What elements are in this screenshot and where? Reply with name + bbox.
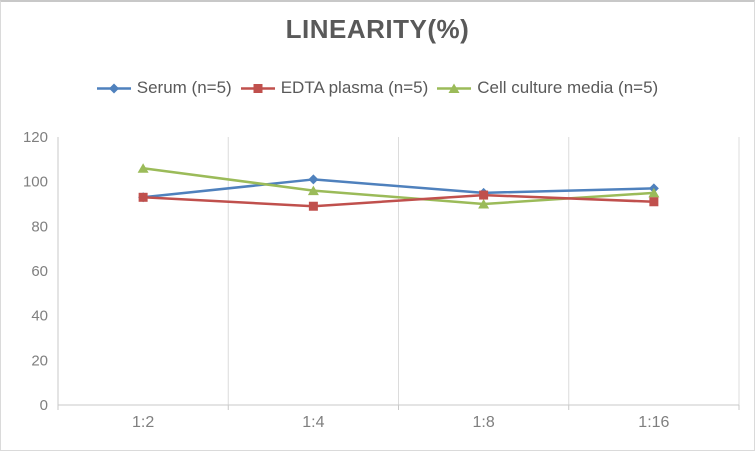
y-tick-label: 100 — [23, 174, 48, 191]
data-point-square-icon — [308, 201, 318, 211]
chart-title: LINEARITY(%) — [285, 14, 470, 44]
x-tick-label: 1:2 — [132, 414, 154, 431]
y-tick-label: 60 — [31, 263, 48, 280]
data-point-triangle-icon — [137, 163, 149, 173]
y-tick-label: 80 — [31, 218, 48, 235]
legend: Serum (n=5) EDTA plasma (n=5) Cell cultu… — [1, 78, 754, 98]
data-point-triangle-icon — [648, 187, 660, 198]
edta-plasma-square-marker-icon — [240, 83, 275, 93]
x-tick-label: 1:16 — [638, 414, 669, 431]
data-point-triangle-icon — [307, 185, 319, 196]
legend-item-cell-culture-media: Cell culture media (n=5) — [437, 78, 658, 98]
series-line-square — [143, 193, 654, 208]
data-point-square-icon — [649, 197, 659, 207]
x-tick-label: 1:8 — [473, 414, 495, 431]
legend-label-cell-culture-media: Cell culture media (n=5) — [477, 78, 659, 97]
y-tick-label: 40 — [31, 308, 48, 325]
data-point-diamond-icon — [308, 174, 319, 185]
serum-diamond-marker-icon — [96, 83, 131, 93]
x-tick-label: 1:4 — [302, 414, 324, 431]
data-point-triangle-icon — [478, 199, 490, 209]
series-line-diamond — [142, 178, 654, 199]
cell-culture-media-triangle-marker-icon — [437, 83, 472, 93]
y-tick-label: 20 — [31, 352, 48, 369]
legend-item-serum: Serum (n=5) — [96, 78, 232, 98]
data-point-square-icon — [138, 192, 148, 202]
data-point-square-icon — [479, 190, 489, 200]
y-tick-label: 120 — [23, 129, 48, 146]
legend-label-serum: Serum (n=5) — [136, 78, 232, 97]
legend-label-edta-plasma: EDTA plasma (n=5) — [280, 78, 429, 97]
y-tick-label: 0 — [40, 397, 48, 414]
legend-item-edta-plasma: EDTA plasma (n=5) — [240, 78, 429, 98]
